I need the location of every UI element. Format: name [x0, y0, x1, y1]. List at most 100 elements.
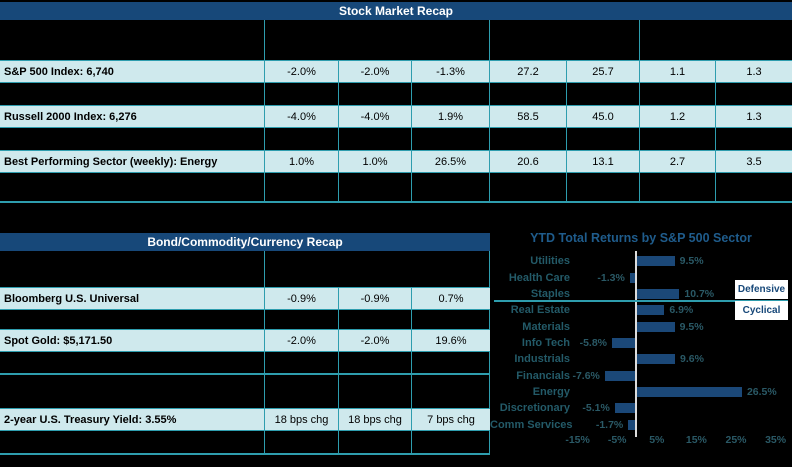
bar	[637, 321, 675, 332]
value-cell: -0.9%	[338, 288, 411, 309]
defensive-group-label: Defensive	[735, 280, 788, 299]
column-divider	[411, 287, 412, 453]
category-label: Staples	[530, 287, 570, 300]
value-cell: -2.0%	[264, 330, 338, 351]
category-label: Energy	[532, 386, 570, 398]
column-divider	[338, 60, 339, 202]
bar	[637, 305, 665, 316]
row-label: Spot Gold: $5,171.50	[4, 334, 113, 347]
value-cell: -4.0%	[338, 106, 411, 127]
value-cell: 27.2	[489, 61, 566, 82]
value-label: -7.6%	[572, 369, 600, 382]
table-row: Bloomberg U.S. Universal -0.9% -0.9% 0.7%	[0, 287, 490, 310]
x-axis-tick-label: 35%	[765, 434, 787, 446]
table-row: Best Performing Sector (weekly): Energy 1…	[0, 150, 792, 173]
column-divider	[715, 60, 716, 202]
value-label: 9.5%	[679, 320, 704, 333]
bar	[604, 370, 635, 381]
value-label: -5.1%	[582, 402, 610, 415]
value-cell: -2.0%	[338, 330, 411, 351]
value-cell: 0.7%	[411, 288, 490, 309]
x-axis-tick-label: 25%	[725, 434, 747, 446]
column-divider	[411, 60, 412, 202]
value-label: -1.3%	[597, 271, 625, 284]
value-cell: -1.3%	[411, 61, 489, 82]
cyclical-group-label: Cyclical	[735, 301, 788, 320]
row-label: Best Performing Sector (weekly): Energy	[4, 155, 218, 168]
x-axis-tick-label: 15%	[685, 434, 707, 446]
value-cell: 1.9%	[411, 106, 489, 127]
value-cell: 2.7	[639, 151, 715, 172]
row-label: Russell 2000 Index: 6,276	[4, 110, 137, 123]
table-row: Russell 2000 Index: 6,276 -4.0% -4.0% 1.9% 5…	[0, 105, 792, 128]
category-label: Industrials	[514, 353, 570, 366]
category-label: Info Tech	[521, 336, 570, 349]
category-label: Real Estate	[510, 304, 570, 317]
value-cell: 25.7	[566, 61, 639, 82]
bar	[612, 337, 635, 348]
ytd-sector-returns-chart: YTD Total Returns by S&P 500 Sector Util…	[490, 222, 792, 467]
table-border	[0, 201, 792, 203]
row-label: Bloomberg U.S. Universal	[4, 292, 140, 305]
value-cell: -2.0%	[264, 61, 338, 82]
value-cell: 3.5	[715, 151, 792, 172]
x-axis-tick-label: -15%	[565, 434, 590, 446]
value-label: 26.5%	[746, 386, 777, 398]
column-divider	[338, 287, 339, 453]
table-row: S&P 500 Index: 6,740 -2.0% -2.0% -1.3% 27.2 2…	[0, 60, 792, 83]
category-label: Comm Services	[490, 418, 573, 431]
table-row: 2-year U.S. Treasury Yield: 3.55% 18 bps …	[0, 408, 490, 431]
x-axis-tick-label: -5%	[607, 434, 627, 446]
bond-table-title: Bond/Commodity/Currency Recap	[0, 233, 490, 251]
zero-axis-line	[635, 251, 637, 437]
column-divider	[489, 251, 490, 453]
bar	[629, 272, 635, 283]
value-label: 9.5%	[679, 255, 704, 268]
value-cell: 20.6	[489, 151, 566, 172]
value-cell: 1.0%	[264, 151, 338, 172]
value-cell: 26.5%	[411, 151, 489, 172]
value-label: -5.8%	[579, 336, 608, 349]
value-cell: 13.1	[566, 151, 639, 172]
value-cell: 45.0	[566, 106, 639, 127]
bar	[637, 256, 675, 267]
value-cell: 1.2	[639, 106, 715, 127]
category-label: Utilities	[530, 255, 570, 268]
chart-title: YTD Total Returns by S&P 500 Sector	[530, 231, 752, 245]
category-label: Health Care	[508, 271, 570, 284]
value-cell: 18 bps chg	[338, 409, 411, 430]
value-cell: 18 bps chg	[264, 409, 338, 430]
table-row: Spot Gold: $5,171.50 -2.0% -2.0% 19.6%	[0, 329, 490, 352]
value-cell: 19.6%	[411, 330, 490, 351]
category-label: Financials	[516, 369, 570, 382]
value-cell: 1.3	[715, 106, 792, 127]
value-cell: 1.1	[639, 61, 715, 82]
bar	[637, 288, 680, 299]
value-cell: 1.3	[715, 61, 792, 82]
value-cell: -4.0%	[264, 106, 338, 127]
category-label: Discretionary	[499, 402, 570, 415]
value-label: 6.9%	[669, 304, 694, 317]
bar	[637, 354, 676, 365]
category-label: Materials	[522, 320, 570, 333]
table-border	[0, 373, 490, 375]
table-border	[0, 453, 490, 455]
bar	[628, 419, 635, 430]
value-cell: -2.0%	[338, 61, 411, 82]
bar	[614, 403, 635, 414]
column-divider	[566, 60, 567, 202]
stock-table-title: Stock Market Recap	[0, 2, 792, 20]
bar	[637, 387, 742, 397]
value-cell: -0.9%	[264, 288, 338, 309]
defensive-cyclical-divider	[494, 300, 788, 302]
row-label: 2-year U.S. Treasury Yield: 3.55%	[4, 413, 177, 426]
column-divider	[264, 251, 265, 453]
x-axis-tick-label: 5%	[649, 434, 665, 446]
value-cell: 7 bps chg	[411, 409, 490, 430]
value-label: 9.6%	[680, 353, 704, 366]
value-cell: 1.0%	[338, 151, 411, 172]
value-label: 10.7%	[684, 287, 715, 300]
value-cell: 58.5	[489, 106, 566, 127]
row-label: S&P 500 Index: 6,740	[4, 65, 114, 78]
